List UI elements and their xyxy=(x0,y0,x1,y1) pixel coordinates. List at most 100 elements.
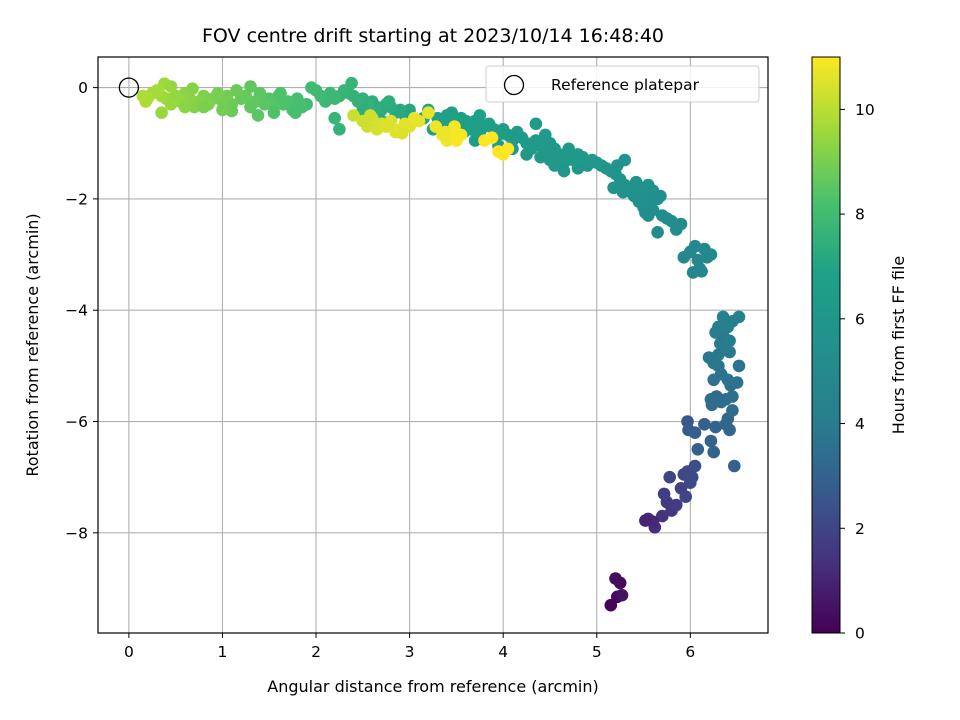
data-point xyxy=(704,393,718,406)
data-point xyxy=(723,334,736,348)
y-axis-label: Rotation from reference (arcmin) xyxy=(23,213,42,476)
y-tick-label: −6 xyxy=(65,413,88,431)
data-point xyxy=(688,426,702,440)
colorbar-tick-label: 2 xyxy=(855,520,865,538)
data-point xyxy=(543,153,557,167)
colorbar-tick-label: 8 xyxy=(855,206,865,224)
data-point xyxy=(251,109,265,122)
data-point xyxy=(674,217,688,231)
data-point xyxy=(726,404,739,417)
x-tick-label: 1 xyxy=(218,643,228,661)
colorbar-gradient xyxy=(812,57,840,633)
legend-label-reference-platepar: Reference platepar xyxy=(551,76,700,94)
data-point xyxy=(656,509,669,523)
colorbar: 0 2 4 6 8 10 Hours from first FF file xyxy=(811,56,908,643)
data-point xyxy=(328,111,342,125)
data-point xyxy=(723,423,736,437)
data-point xyxy=(501,142,515,156)
data-point xyxy=(709,420,722,434)
data-point xyxy=(732,359,746,373)
data-point xyxy=(139,95,152,108)
x-tick-label: 6 xyxy=(685,643,695,661)
data-point xyxy=(448,120,461,133)
data-point xyxy=(716,310,730,324)
data-points xyxy=(118,76,746,612)
data-point xyxy=(274,86,287,100)
data-point xyxy=(698,418,711,431)
data-point xyxy=(186,82,199,95)
data-point xyxy=(656,209,669,222)
data-point xyxy=(728,459,741,473)
plot-frame xyxy=(97,56,769,634)
x-tick-label: 5 xyxy=(592,643,602,661)
data-point xyxy=(637,189,650,203)
data-point xyxy=(216,103,229,117)
data-point xyxy=(688,459,702,473)
data-point xyxy=(571,148,585,161)
data-point xyxy=(704,434,718,448)
data-point xyxy=(670,498,683,512)
data-point xyxy=(607,181,620,195)
data-point xyxy=(225,104,239,118)
data-point xyxy=(473,109,487,122)
x-tick-label: 4 xyxy=(498,643,508,661)
data-point xyxy=(412,114,426,128)
data-point xyxy=(712,348,725,362)
y-tick-label: −8 xyxy=(65,524,88,542)
x-tick-label: 3 xyxy=(405,643,415,661)
data-point xyxy=(164,80,178,93)
legend: Reference platepar xyxy=(485,65,760,103)
data-point xyxy=(267,106,281,119)
colorbar-label: Hours from first FF file xyxy=(889,256,908,435)
data-point xyxy=(651,226,664,239)
data-point xyxy=(382,95,396,108)
data-point xyxy=(384,114,398,128)
data-point xyxy=(155,106,168,119)
data-point xyxy=(347,109,360,122)
data-point xyxy=(178,100,192,114)
colorbar-ticks: 0 2 4 6 8 10 xyxy=(840,101,875,643)
data-point xyxy=(712,320,725,334)
x-axis-label: Angular distance from reference (arcmin) xyxy=(267,677,598,696)
data-point xyxy=(639,206,652,220)
data-point xyxy=(529,117,543,131)
data-point xyxy=(333,123,346,136)
data-point xyxy=(695,265,708,278)
data-point xyxy=(654,189,667,203)
data-point xyxy=(611,159,624,172)
data-point xyxy=(485,131,499,144)
y-tick-label: −2 xyxy=(65,190,88,208)
y-tick-label: 0 xyxy=(78,79,88,97)
x-axis-ticks: 0 1 2 3 4 5 6 xyxy=(124,633,695,661)
colorbar-tick-label: 10 xyxy=(855,101,875,119)
data-point xyxy=(364,109,377,122)
y-tick-label: −4 xyxy=(65,302,88,320)
data-point xyxy=(557,164,571,178)
data-point xyxy=(679,490,692,504)
data-point xyxy=(616,185,630,199)
data-point xyxy=(732,310,746,324)
data-point xyxy=(626,187,639,200)
data-point xyxy=(539,128,552,142)
data-point xyxy=(657,487,671,501)
data-point xyxy=(609,572,622,585)
x-tick-label: 0 xyxy=(124,643,134,661)
data-point xyxy=(663,470,676,484)
colorbar-frame xyxy=(811,56,841,634)
colorbar-tick-label: 0 xyxy=(855,625,865,643)
legend-reference-marker xyxy=(503,74,525,96)
reference-platepar-marker xyxy=(118,77,140,98)
data-point xyxy=(197,100,210,114)
data-point xyxy=(707,445,720,459)
data-point xyxy=(520,148,533,161)
data-point xyxy=(691,443,705,456)
grid xyxy=(98,57,768,633)
data-point xyxy=(395,126,409,140)
data-point xyxy=(726,390,739,403)
data-point xyxy=(677,468,691,481)
data-point xyxy=(230,84,243,97)
data-point xyxy=(305,81,318,94)
data-point xyxy=(244,100,257,114)
data-point xyxy=(468,134,482,147)
data-point xyxy=(438,125,452,139)
